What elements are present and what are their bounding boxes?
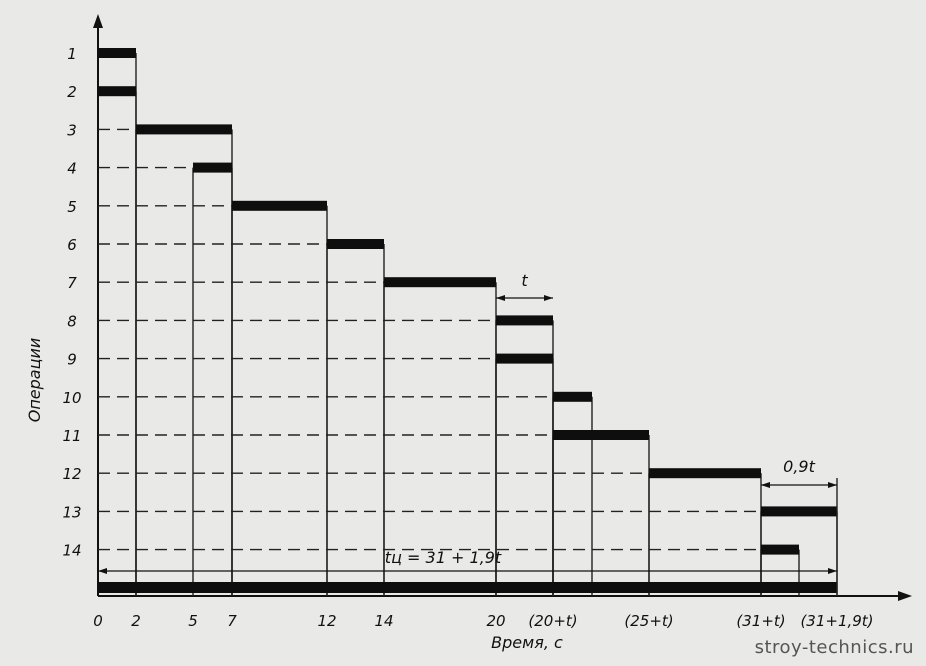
cycle-bar xyxy=(98,582,837,593)
bar-op-1 xyxy=(98,48,136,58)
ytick-label-2: 2 xyxy=(67,83,77,101)
ytick-label-10: 10 xyxy=(62,389,81,407)
xtick-label: 2 xyxy=(131,612,141,630)
xtick-label: (31+1,9t) xyxy=(800,612,873,630)
xtick-label: (31+t) xyxy=(736,612,785,630)
bar-op-4 xyxy=(193,163,232,173)
ytick-label-1: 1 xyxy=(67,45,77,63)
bar-op-5 xyxy=(232,201,327,211)
y-axis-title: Операции xyxy=(25,338,44,423)
annotation-09t-arrow-right xyxy=(828,482,837,488)
xtick-label: 12 xyxy=(317,612,336,630)
bar-op-14 xyxy=(761,545,799,555)
x-axis-arrow xyxy=(898,591,912,601)
bar-op-9 xyxy=(496,354,553,364)
annotation-09t-label: 0,9t xyxy=(783,457,815,476)
annotation-cycle-label: tц = 31 + 1,9t xyxy=(385,548,502,567)
xtick-label: 5 xyxy=(188,612,198,630)
ytick-label-7: 7 xyxy=(67,274,77,292)
ytick-label-4: 4 xyxy=(67,160,77,178)
ytick-label-5: 5 xyxy=(67,198,77,216)
watermark-text: stroy-technics.ru xyxy=(755,637,914,658)
xtick-label: 0 xyxy=(93,612,103,630)
y-axis-arrow xyxy=(93,14,103,28)
ytick-label-8: 8 xyxy=(67,312,77,330)
bar-op-7 xyxy=(384,277,496,287)
bar-op-10 xyxy=(553,392,592,402)
bar-op-12 xyxy=(649,468,761,478)
ytick-label-6: 6 xyxy=(67,236,77,254)
ytick-label-14: 14 xyxy=(62,542,81,560)
annotation-cycle-arrow-right xyxy=(828,568,837,574)
xtick-label: (25+t) xyxy=(624,612,673,630)
xtick-label: 14 xyxy=(374,612,393,630)
annotation-09t-arrow-left xyxy=(761,482,770,488)
bar-op-3 xyxy=(136,124,232,134)
x-axis-title: Время, с xyxy=(491,633,563,652)
xtick-label: 20 xyxy=(486,612,505,630)
bar-op-13 xyxy=(761,506,837,516)
ytick-label-9: 9 xyxy=(67,351,77,369)
xtick-label: (20+t) xyxy=(528,612,577,630)
bar-op-8 xyxy=(496,315,553,325)
ytick-label-3: 3 xyxy=(67,121,77,139)
xtick-label: 7 xyxy=(227,612,237,630)
bar-op-6 xyxy=(327,239,384,249)
ytick-label-12: 12 xyxy=(62,465,81,483)
ytick-label-11: 11 xyxy=(62,427,81,445)
annotation-cycle-arrow-left xyxy=(98,568,107,574)
annotation-t-arrow-left xyxy=(496,295,505,301)
annotation-t-arrow-right xyxy=(544,295,553,301)
annotation-t-label: t xyxy=(521,271,528,290)
bar-op-11 xyxy=(553,430,649,440)
ytick-label-13: 13 xyxy=(62,503,81,521)
bar-op-2 xyxy=(98,86,136,96)
